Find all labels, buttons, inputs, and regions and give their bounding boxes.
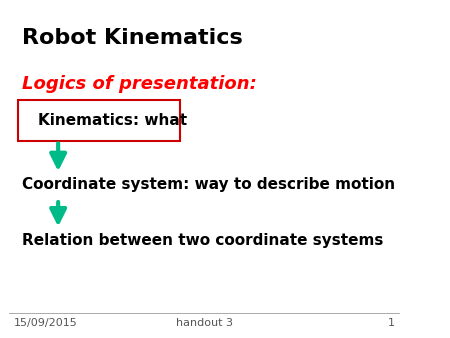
Text: Kinematics: what: Kinematics: what: [38, 113, 187, 128]
Text: 1: 1: [387, 318, 395, 328]
Text: Coordinate system: way to describe motion: Coordinate system: way to describe motio…: [22, 177, 395, 192]
Text: handout 3: handout 3: [176, 318, 233, 328]
Text: Robot Kinematics: Robot Kinematics: [22, 28, 243, 48]
FancyBboxPatch shape: [18, 100, 180, 141]
Text: Logics of presentation:: Logics of presentation:: [22, 75, 256, 93]
Text: Relation between two coordinate systems: Relation between two coordinate systems: [22, 233, 383, 248]
Text: 15/09/2015: 15/09/2015: [14, 318, 77, 328]
